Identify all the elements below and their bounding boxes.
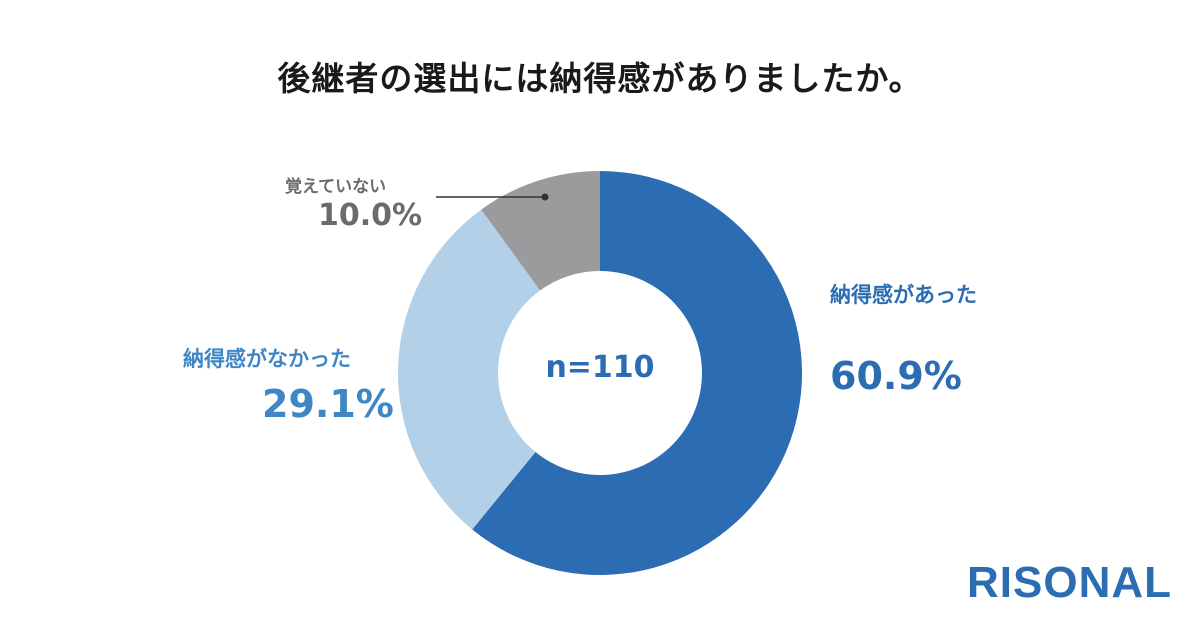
label-unsatisfied-name: 納得感がなかった <box>183 347 351 371</box>
label-unsatisfied-value: 29.1% <box>262 382 394 426</box>
label-dont-remember-value: 10.0% <box>318 198 423 233</box>
label-satisfied-value: 60.9% <box>830 354 962 398</box>
leader-dot <box>541 193 549 201</box>
brand-logo: RISONAL <box>967 558 1172 607</box>
label-satisfied-name: 納得感があった <box>830 283 977 307</box>
donut-slice-0 <box>472 171 803 575</box>
chart-title: 後継者の選出には納得感がありましたか。 <box>277 59 923 98</box>
donut-slice-1 <box>398 209 541 530</box>
sample-size-label: n=110 <box>545 350 655 385</box>
label-dont-remember-name: 覚えていない <box>285 177 387 197</box>
donut-slice-2 <box>481 171 600 291</box>
